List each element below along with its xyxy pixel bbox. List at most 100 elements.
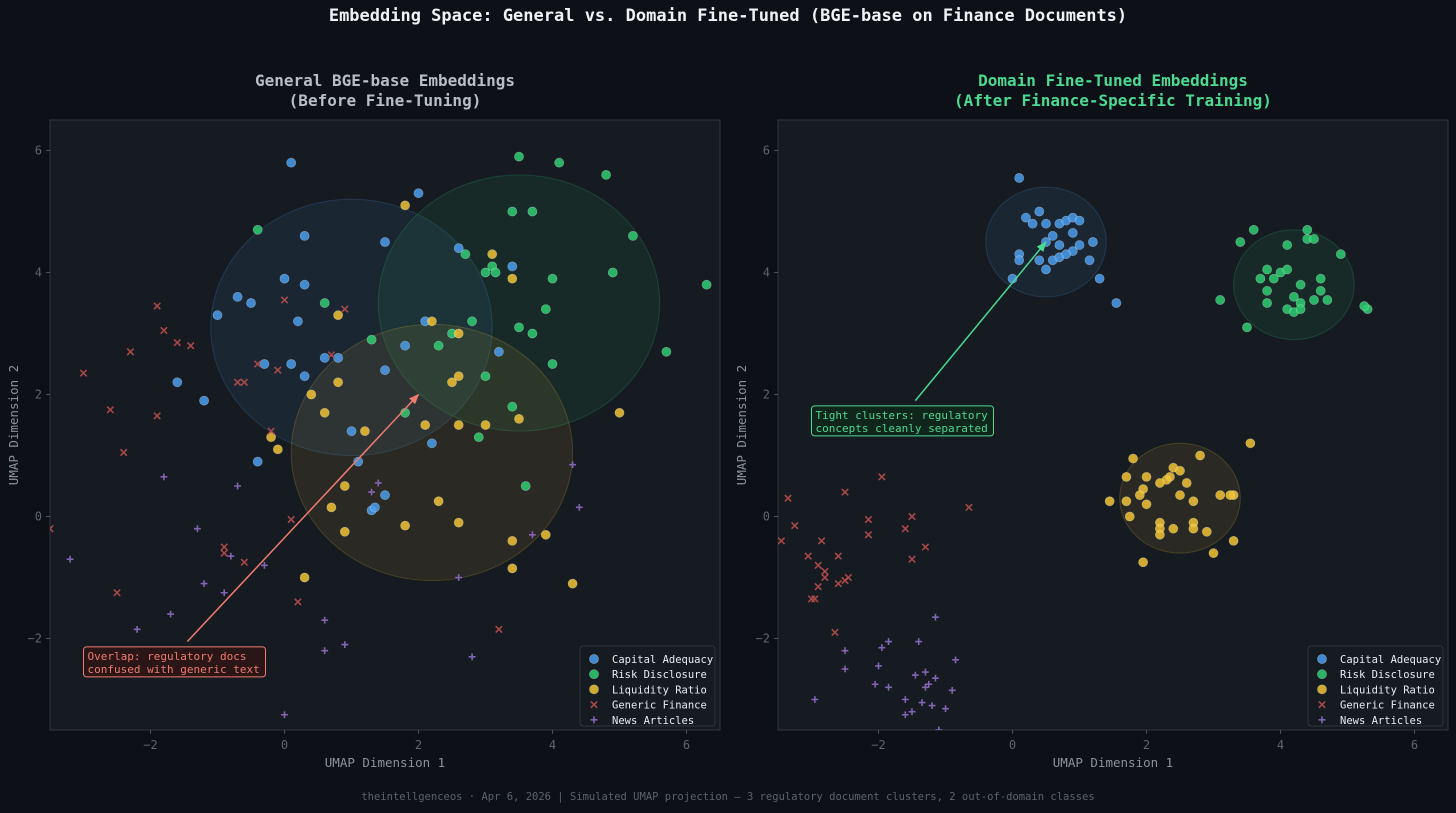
right-point-liquidity-ratio — [1188, 523, 1199, 534]
right-point-capital-adequacy — [1084, 255, 1095, 266]
left-point-liquidity-ratio — [453, 420, 464, 430]
right-ytick-label: 2 — [763, 388, 770, 402]
left-point-risk-disclosure — [520, 481, 531, 491]
right-point-news-articles — [935, 726, 943, 730]
right-xtick-label: 2 — [1143, 738, 1150, 752]
right-point-news-articles — [948, 686, 956, 694]
left-point-liquidity-ratio — [453, 328, 464, 339]
right-point-generic-finance — [831, 628, 839, 637]
left-plot-contents — [50, 151, 712, 719]
right-point-generic-finance — [965, 503, 973, 512]
right-point-risk-disclosure — [1255, 273, 1266, 284]
right-point-news-articles — [932, 613, 939, 621]
right-legend-marker-generic-finance — [1318, 700, 1326, 709]
right-point-risk-disclosure — [1359, 301, 1370, 311]
right-point-capital-adequacy — [1087, 237, 1098, 247]
right-point-risk-disclosure — [1215, 295, 1226, 305]
left-ytick-label: 6 — [35, 144, 42, 158]
left-legend-marker-news-articles — [590, 716, 598, 724]
left-point-capital-adequacy — [252, 456, 263, 467]
left-point-generic-finance — [220, 543, 228, 551]
left-point-news-articles — [194, 525, 201, 533]
right-point-liquidity-ratio — [1124, 511, 1135, 522]
left-point-capital-adequacy — [299, 230, 310, 241]
right-point-generic-finance — [841, 576, 849, 585]
left-annotation-text-line-2: confused with generic text — [88, 663, 260, 676]
right-point-capital-adequacy — [1054, 240, 1065, 250]
left-point-generic-finance — [280, 296, 289, 304]
right-point-news-articles — [952, 656, 959, 664]
right-series-risk-disclosure — [1215, 224, 1373, 333]
left-point-risk-disclosure — [319, 298, 330, 308]
left-point-liquidity-ratio — [507, 273, 518, 284]
left-point-capital-adequacy — [426, 438, 437, 449]
right-point-capital-adequacy — [1061, 249, 1071, 260]
left-annotation-text-line-1: Overlap: regulatory docs — [88, 650, 247, 663]
right-point-generic-finance — [864, 515, 873, 524]
right-point-generic-finance — [814, 561, 822, 570]
right-point-risk-disclosure — [1242, 322, 1252, 333]
right-xtick-label: 4 — [1277, 738, 1284, 752]
right-point-liquidity-ratio — [1208, 548, 1219, 558]
left-point-news-articles — [575, 503, 583, 511]
left-point-capital-adequacy — [299, 371, 310, 382]
right-point-risk-disclosure — [1262, 298, 1272, 308]
left-point-news-articles — [167, 610, 174, 618]
left-point-risk-disclosure — [480, 371, 491, 382]
left-point-generic-finance — [327, 351, 336, 359]
right-legend-marker-risk-disclosure — [1317, 669, 1327, 680]
right-point-liquidity-ratio — [1188, 496, 1199, 507]
left-point-news-articles — [234, 482, 241, 490]
left-point-news-articles — [133, 625, 141, 633]
right-point-generic-finance — [814, 582, 822, 591]
left-point-generic-finance — [253, 360, 262, 368]
right-point-risk-disclosure — [1315, 273, 1326, 284]
left-point-risk-disclosure — [480, 267, 491, 278]
left-point-generic-finance — [495, 625, 503, 634]
right-point-liquidity-ratio — [1225, 490, 1236, 501]
right-point-liquidity-ratio — [1181, 478, 1192, 488]
left-point-generic-finance — [240, 558, 249, 567]
right-point-generic-finance — [804, 552, 812, 560]
left-ytick-label: −2 — [28, 632, 42, 646]
right-legend-label-news-articles: News Articles — [1340, 715, 1422, 727]
left-point-liquidity-ratio — [306, 389, 317, 400]
right-point-news-articles — [922, 668, 929, 676]
right-point-liquidity-ratio — [1121, 471, 1132, 482]
left-point-risk-disclosure — [366, 334, 377, 345]
right-point-news-articles — [918, 699, 926, 706]
right-point-news-articles — [901, 711, 909, 719]
left-point-capital-adequacy — [199, 395, 209, 406]
left-point-generic-finance — [119, 448, 128, 457]
right-point-capital-adequacy — [1014, 173, 1025, 183]
left-series-generic-finance — [50, 296, 503, 634]
right-point-news-articles — [811, 696, 819, 703]
right-point-risk-disclosure — [1295, 279, 1306, 290]
right-chart-title-line-1: Domain Fine-Tuned Embeddings — [978, 71, 1248, 90]
left-point-news-articles — [220, 589, 228, 597]
right-point-risk-disclosure — [1235, 237, 1246, 247]
right-point-risk-disclosure — [1289, 291, 1299, 302]
left-xtick-label: 4 — [549, 738, 556, 752]
left-point-liquidity-ratio — [339, 481, 350, 491]
right-point-capital-adequacy — [1111, 298, 1122, 308]
right-point-generic-finance — [817, 537, 826, 545]
left-legend-label-liquidity-ratio: Liquidity Ratio — [612, 684, 707, 696]
left-point-risk-disclosure — [507, 206, 518, 217]
right-point-generic-finance — [821, 573, 829, 582]
right-point-capital-adequacy — [1047, 230, 1058, 241]
right-point-news-articles — [901, 696, 909, 703]
right-point-capital-adequacy — [1034, 255, 1045, 266]
left-point-liquidity-ratio — [400, 520, 410, 531]
right-legend-label-capital-adequacy: Capital Adequacy — [1340, 654, 1441, 666]
right-point-liquidity-ratio — [1154, 529, 1165, 540]
left-point-liquidity-ratio — [333, 377, 343, 388]
left-annotation-arrow — [186, 393, 420, 643]
left-point-risk-disclosure — [547, 359, 558, 369]
left-legend-label-capital-adequacy: Capital Adequacy — [612, 654, 713, 666]
right-point-capital-adequacy — [1074, 215, 1085, 226]
left-point-generic-finance — [274, 366, 282, 374]
left-point-capital-adequacy — [380, 490, 390, 501]
left-point-capital-adequacy — [292, 316, 303, 327]
right-legend-marker-capital-adequacy — [1317, 654, 1327, 664]
